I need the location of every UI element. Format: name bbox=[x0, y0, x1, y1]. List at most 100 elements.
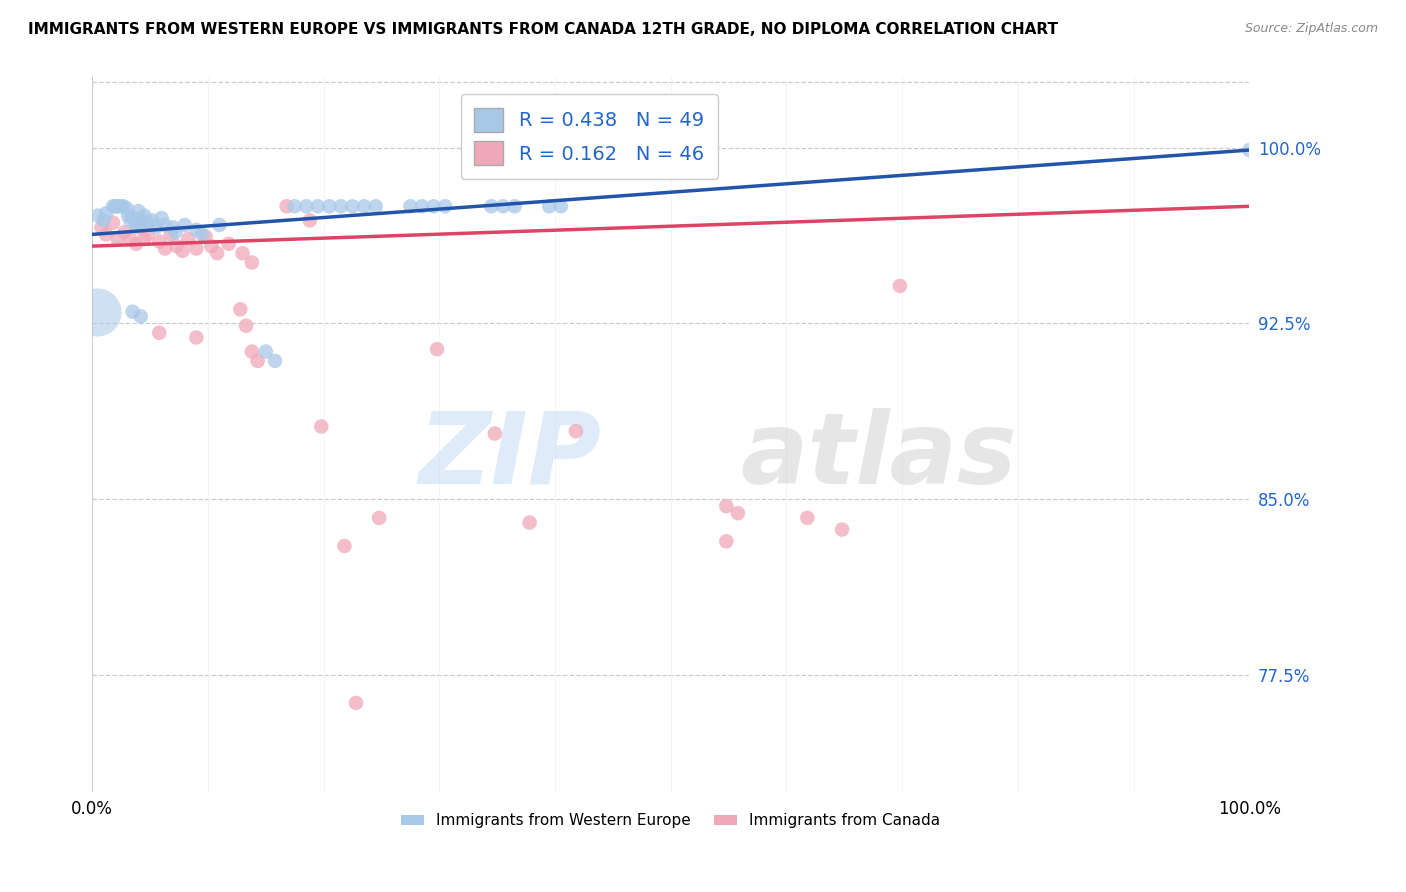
Point bbox=[101, 199, 124, 213]
Point bbox=[115, 202, 138, 216]
Point bbox=[538, 199, 561, 213]
Point bbox=[114, 225, 136, 239]
Point bbox=[153, 242, 176, 256]
Point bbox=[186, 223, 208, 237]
Point bbox=[240, 255, 263, 269]
Point bbox=[127, 204, 149, 219]
Point bbox=[121, 304, 143, 318]
Point bbox=[295, 199, 318, 213]
Point bbox=[110, 199, 132, 213]
Point bbox=[148, 235, 170, 249]
Point bbox=[86, 304, 108, 318]
Point bbox=[153, 218, 176, 232]
Point bbox=[112, 199, 135, 213]
Text: Source: ZipAtlas.com: Source: ZipAtlas.com bbox=[1244, 22, 1378, 36]
Point bbox=[162, 220, 184, 235]
Point bbox=[399, 199, 422, 213]
Point bbox=[276, 199, 298, 213]
Point bbox=[889, 279, 911, 293]
Point bbox=[122, 211, 145, 225]
Point bbox=[117, 209, 139, 223]
Point bbox=[205, 246, 228, 260]
Point bbox=[831, 523, 853, 537]
Point bbox=[172, 244, 194, 258]
Point bbox=[94, 206, 117, 220]
Point bbox=[492, 199, 515, 213]
Point bbox=[134, 232, 156, 246]
Point bbox=[481, 199, 503, 213]
Text: ZIP: ZIP bbox=[419, 408, 602, 505]
Point bbox=[246, 354, 269, 368]
Point bbox=[104, 199, 127, 213]
Point bbox=[107, 232, 129, 246]
Point bbox=[565, 424, 588, 438]
Point bbox=[318, 199, 340, 213]
Point bbox=[434, 199, 457, 213]
Point bbox=[141, 213, 163, 227]
Point bbox=[240, 344, 263, 359]
Text: atlas: atlas bbox=[740, 408, 1017, 505]
Legend: Immigrants from Western Europe, Immigrants from Canada: Immigrants from Western Europe, Immigran… bbox=[395, 807, 946, 834]
Point bbox=[90, 220, 112, 235]
Point bbox=[129, 310, 152, 324]
Point bbox=[716, 534, 738, 549]
Point bbox=[218, 236, 240, 251]
Point bbox=[311, 419, 333, 434]
Point bbox=[148, 326, 170, 340]
Point bbox=[503, 199, 526, 213]
Point bbox=[125, 236, 148, 251]
Point bbox=[368, 511, 391, 525]
Point bbox=[264, 354, 287, 368]
Point bbox=[191, 227, 214, 242]
Point bbox=[550, 199, 572, 213]
Point bbox=[519, 516, 541, 530]
Point bbox=[136, 216, 159, 230]
Point bbox=[127, 220, 149, 235]
Point bbox=[134, 209, 156, 223]
Point bbox=[105, 199, 128, 213]
Point bbox=[186, 330, 208, 344]
Point bbox=[200, 239, 222, 253]
Point bbox=[129, 213, 152, 227]
Point bbox=[426, 342, 449, 356]
Point bbox=[232, 246, 254, 260]
Point bbox=[150, 211, 173, 225]
Point bbox=[177, 232, 200, 246]
Point bbox=[422, 199, 444, 213]
Point bbox=[160, 227, 183, 242]
Point bbox=[120, 213, 142, 227]
Point bbox=[484, 426, 506, 441]
Point bbox=[107, 199, 129, 213]
Point bbox=[87, 209, 110, 223]
Point bbox=[131, 218, 153, 232]
Point bbox=[165, 225, 187, 239]
Point bbox=[284, 199, 307, 213]
Point bbox=[194, 229, 217, 244]
Point bbox=[344, 696, 367, 710]
Point bbox=[796, 511, 818, 525]
Point bbox=[101, 216, 124, 230]
Point bbox=[716, 499, 738, 513]
Point bbox=[166, 239, 188, 253]
Point bbox=[125, 218, 148, 232]
Point bbox=[136, 227, 159, 242]
Point bbox=[229, 302, 252, 317]
Point bbox=[208, 218, 231, 232]
Point bbox=[93, 213, 115, 227]
Point bbox=[186, 242, 208, 256]
Point bbox=[333, 539, 356, 553]
Point bbox=[254, 344, 277, 359]
Point bbox=[364, 199, 387, 213]
Point bbox=[173, 218, 195, 232]
Point bbox=[411, 199, 433, 213]
Point bbox=[1239, 143, 1261, 157]
Point bbox=[145, 220, 167, 235]
Point bbox=[298, 213, 321, 227]
Point bbox=[330, 199, 353, 213]
Point bbox=[235, 318, 257, 333]
Point bbox=[307, 199, 329, 213]
Point bbox=[727, 506, 749, 520]
Point bbox=[353, 199, 375, 213]
Point bbox=[342, 199, 364, 213]
Point bbox=[120, 232, 142, 246]
